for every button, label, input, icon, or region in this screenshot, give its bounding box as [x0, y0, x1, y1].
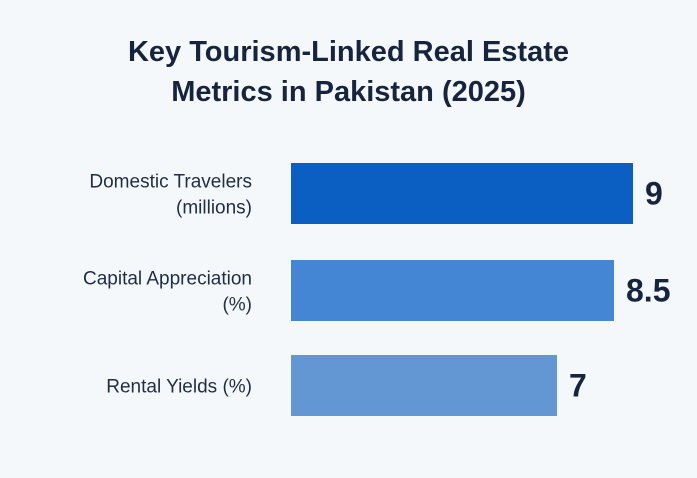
chart-title: Key Tourism-Linked Real Estate Metrics i…	[0, 32, 697, 112]
category-label-1-line-0: Capital Appreciation	[83, 269, 252, 290]
bar-0	[291, 163, 633, 224]
chart-title-line-2: Metrics in Pakistan (2025)	[171, 76, 526, 108]
bar-1	[291, 260, 614, 321]
chart-title-line-1: Key Tourism-Linked Real Estate	[127, 36, 570, 68]
category-label-0-line-0: Domestic Travelers	[89, 172, 252, 193]
category-label-2-line-0: Rental Yields (%)	[106, 377, 252, 398]
data-label-1: 8.5	[626, 273, 670, 309]
data-label-0: 9	[645, 176, 663, 212]
bar-2	[291, 355, 557, 416]
category-label-1-line-1: (%)	[222, 295, 252, 316]
category-label-0-line-1: (millions)	[176, 198, 252, 219]
data-label-2: 7	[569, 368, 587, 404]
